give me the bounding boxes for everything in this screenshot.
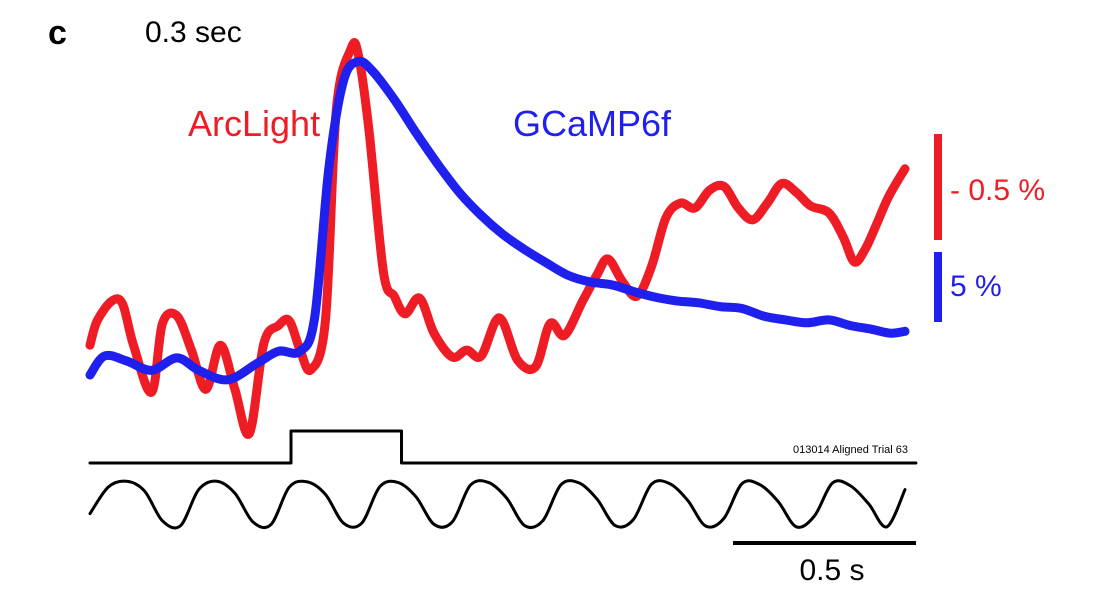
trial-label: 013014 Aligned Trial 63: [793, 444, 908, 456]
trace-layer: [85, 38, 918, 530]
blue-scale-label: 5 %: [950, 270, 1002, 303]
time-scale-label: 0.5 s: [799, 554, 864, 587]
series-label-arclight: ArcLight: [188, 103, 320, 144]
respiration-trace: [88, 479, 907, 530]
stimulus-duration-label: 0.3 sec: [145, 16, 242, 49]
panel-label: c: [48, 14, 67, 52]
stimulus-trace: [88, 429, 918, 465]
arclight-trace: [85, 38, 910, 439]
red-scale-label: - 0.5 %: [950, 174, 1045, 207]
series-label-gcamp6f: GCaMP6f: [513, 103, 672, 144]
gcamp6f-trace: [85, 56, 910, 385]
